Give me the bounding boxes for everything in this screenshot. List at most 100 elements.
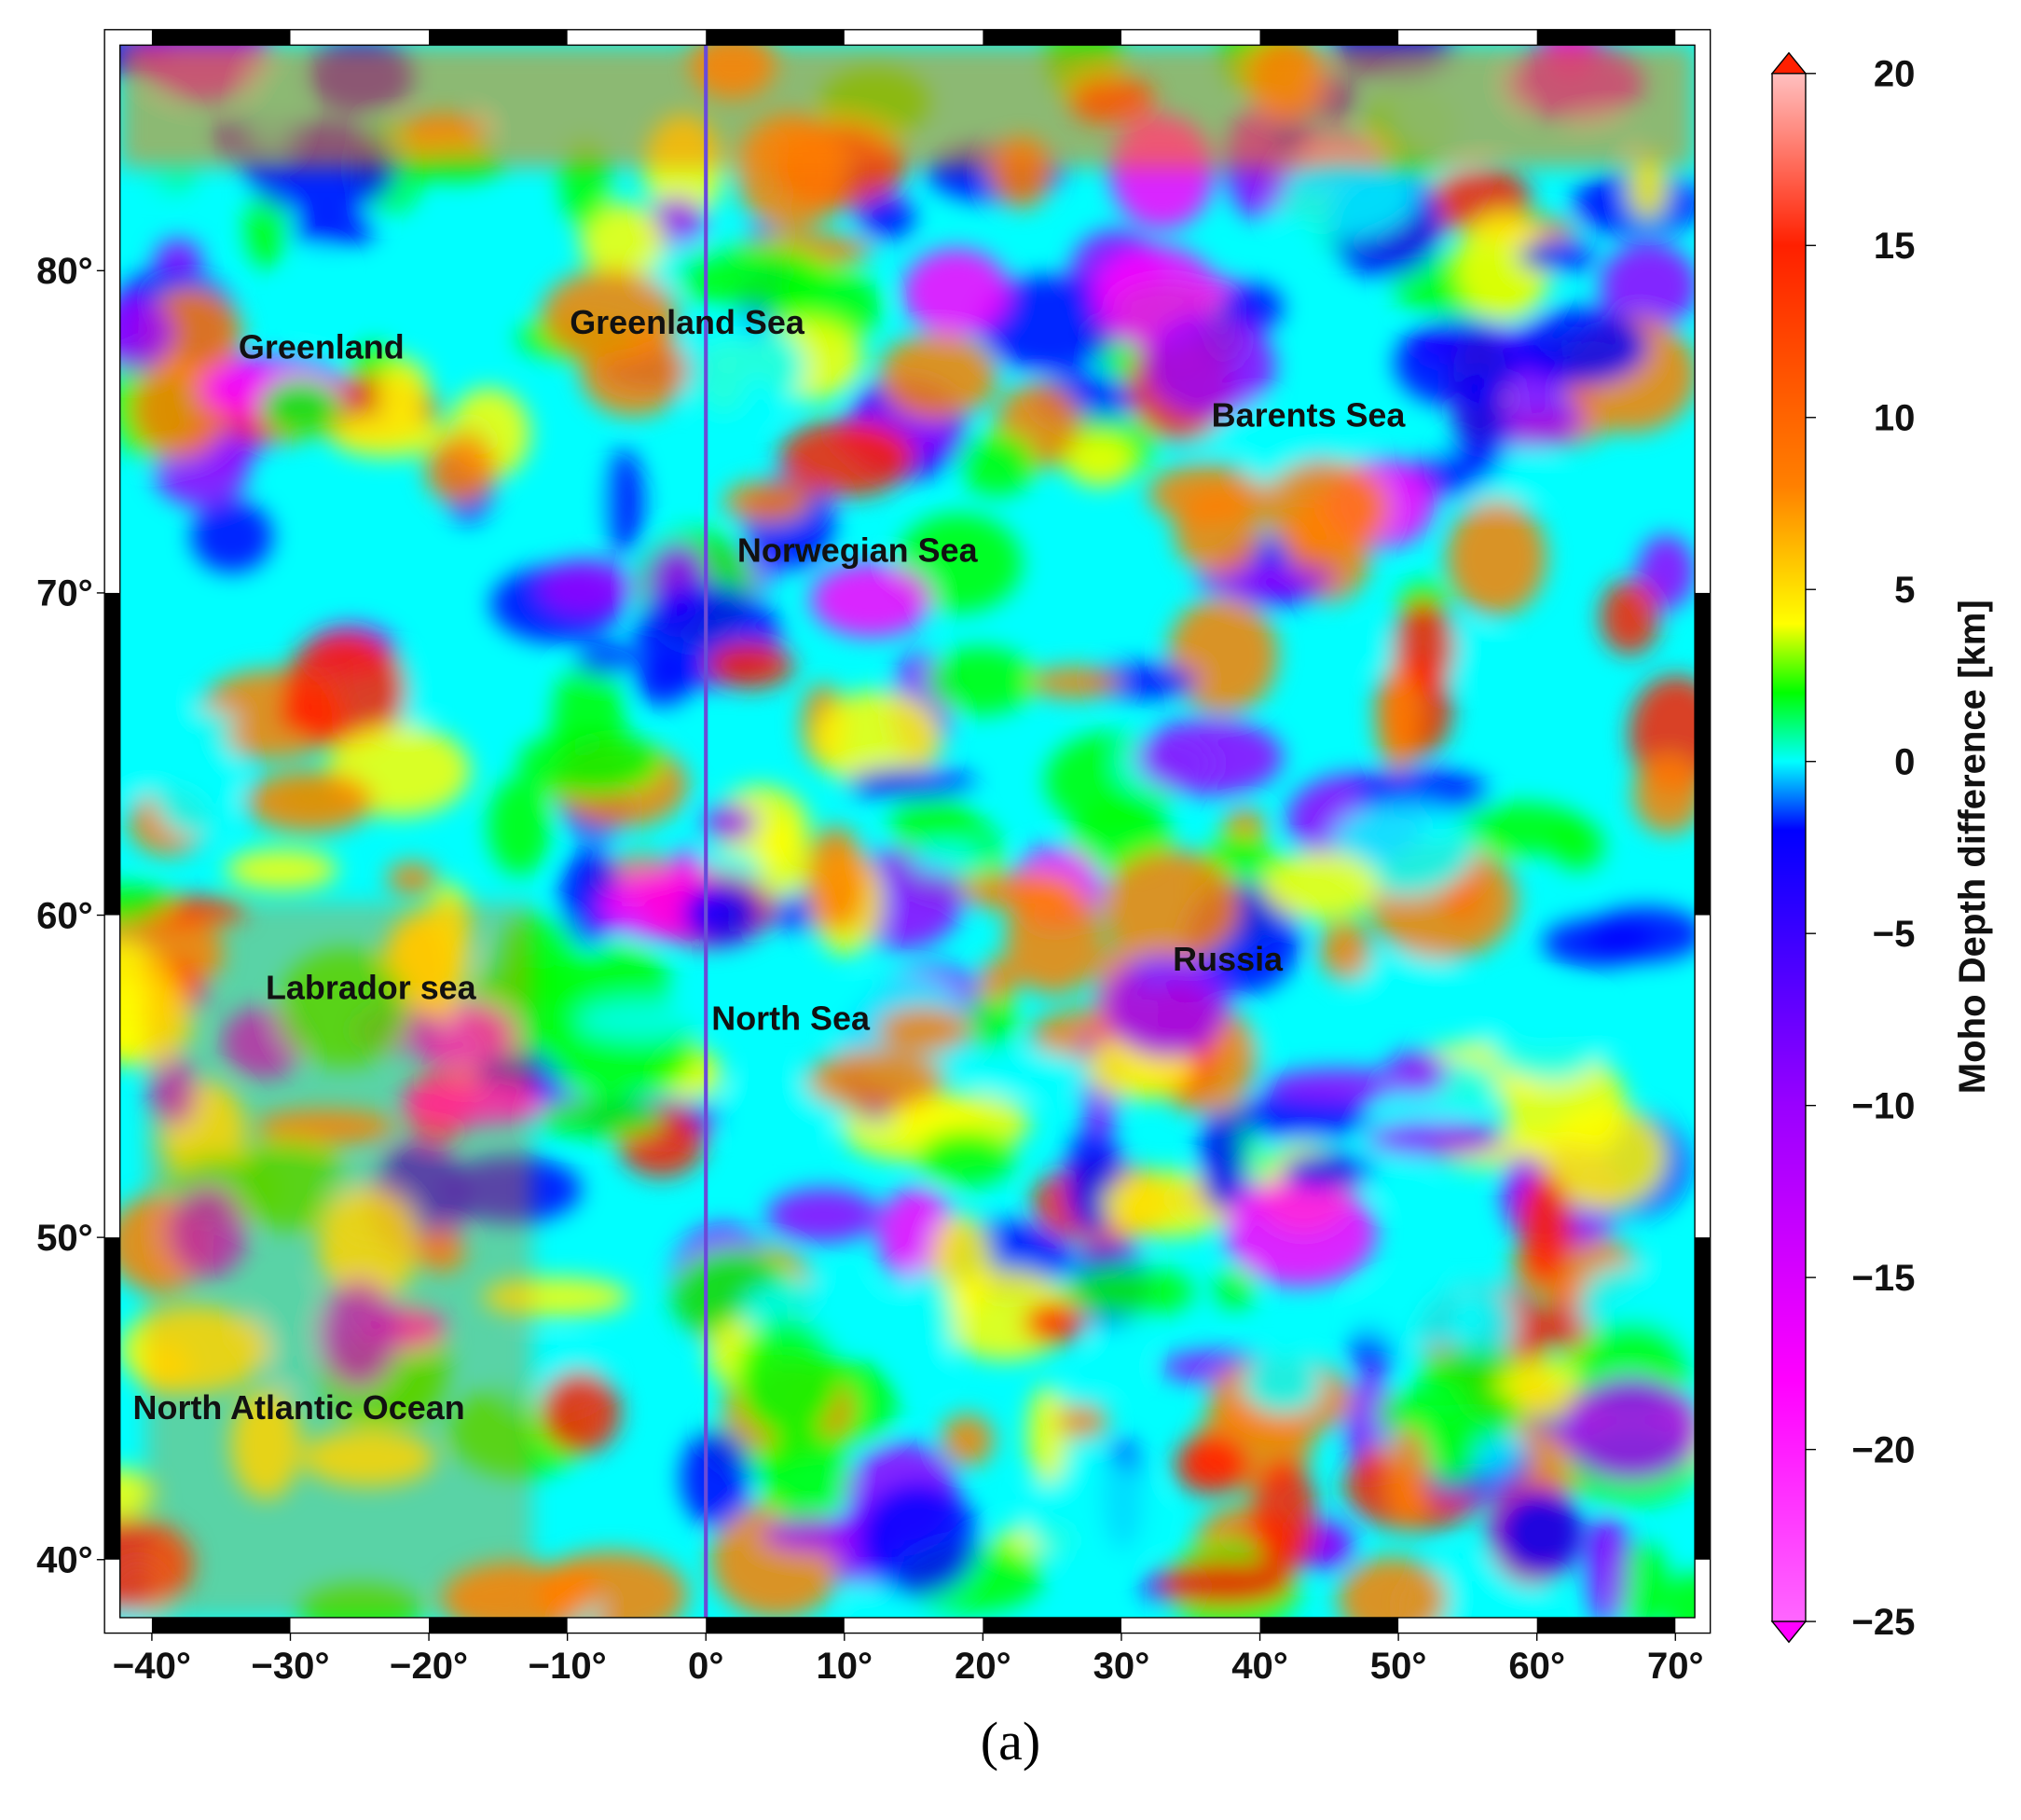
texture-blob [1168, 596, 1278, 715]
texture-blob [804, 826, 866, 931]
texture-blob [858, 1482, 979, 1596]
texture-blob [978, 958, 1019, 1001]
texture-blob [1146, 313, 1276, 419]
texture-blob [295, 251, 340, 326]
texture-blob [376, 357, 430, 421]
texture-blob [386, 862, 437, 895]
x-tick-label: 50° [1370, 1646, 1427, 1687]
texture-blob [1543, 1104, 1668, 1209]
texture-blob [1338, 1556, 1448, 1618]
place-label: Barents Sea [1212, 396, 1407, 434]
frame-segment [151, 1617, 291, 1634]
texture-blob [1261, 460, 1389, 557]
arctic-band [119, 45, 1696, 168]
texture-blob [1136, 718, 1284, 796]
texture-blob [1393, 599, 1455, 695]
atlantic-zone [145, 902, 533, 1618]
texture-blob [1383, 1050, 1448, 1096]
place-label: Greenland Sea [570, 303, 805, 341]
texture-blob [927, 646, 1035, 715]
x-tick-label: 20° [955, 1646, 1011, 1687]
colorbar-tick-label: 20 [1874, 54, 1916, 95]
y-tick-label: 60° [36, 895, 93, 936]
texture-blob [1005, 885, 1104, 995]
x-tick-label: 30° [1093, 1646, 1150, 1687]
texture-blob [1454, 802, 1588, 856]
texture-blob [1387, 1426, 1429, 1528]
texture-blob [916, 1129, 1015, 1187]
texture-blob [516, 729, 664, 797]
texture-blob [680, 1428, 751, 1527]
y-tick-label: 40° [36, 1540, 93, 1581]
texture-blob [1065, 433, 1135, 487]
map-overlay: −40° −30° −20° −10° 0° 10° 20° 30° 40° 50° 60° 70° 4… [36, 29, 1916, 1687]
texture-blob [119, 295, 174, 372]
texture-blob [1269, 154, 1417, 241]
texture-blob [1511, 307, 1648, 385]
texture-blob [1616, 1541, 1669, 1618]
texture-blob [876, 1006, 969, 1053]
texture-blob [1057, 1404, 1109, 1439]
texture-blob [1155, 1560, 1293, 1607]
texture-blob [1174, 487, 1262, 576]
colorbar-tick-label: −5 [1873, 914, 1916, 955]
frame-segment [1536, 1617, 1676, 1634]
texture-blob [577, 1000, 703, 1039]
y-tick-label: 80° [36, 251, 93, 292]
texture-blob [537, 558, 637, 616]
texture-blob [810, 562, 933, 638]
x-tick-label: 40° [1231, 1646, 1288, 1687]
texture-blob [535, 1098, 664, 1138]
colorbar-extend-bottom [1770, 1620, 1808, 1644]
texture-blob [1022, 1456, 1158, 1568]
colorbar-tick-label: −25 [1851, 1602, 1915, 1643]
texture-blob [878, 332, 998, 421]
texture-blob [1029, 667, 1122, 699]
colorbar-tick-label: 10 [1874, 398, 1916, 439]
texture-blob [128, 706, 236, 738]
texture-blob [1632, 755, 1696, 834]
x-tick-label: 70° [1647, 1646, 1704, 1687]
texture-blob [682, 883, 761, 945]
texture-blob [539, 1371, 622, 1455]
colorbar-tick-label: 15 [1874, 226, 1916, 267]
texture-blob [259, 379, 341, 437]
x-tick-label: −20° [390, 1646, 468, 1687]
texture-blob [1560, 1376, 1696, 1482]
texture-blob [959, 432, 1036, 496]
texture-blob [1495, 1490, 1585, 1576]
frame-segment [706, 1617, 845, 1634]
texture-blob [1519, 239, 1596, 272]
colorbar-tick-label: −10 [1851, 1085, 1915, 1126]
colorbar [1771, 73, 1807, 1622]
texture-blob [488, 777, 552, 876]
texture-blob [908, 840, 981, 876]
texture-blob [1101, 849, 1240, 964]
colorbar-tick-label: −15 [1851, 1258, 1915, 1299]
texture-blob [1215, 1267, 1255, 1310]
frame-segment [429, 29, 568, 46]
texture-blob [1599, 242, 1696, 331]
texture-blob [1281, 1152, 1376, 1189]
texture-blob [575, 642, 637, 675]
texture-blob [1356, 1283, 1491, 1349]
texture-blob [1306, 1521, 1354, 1569]
texture-blob [1223, 1179, 1377, 1287]
colorbar-tick-label: 5 [1894, 570, 1915, 611]
place-label: Russia [1173, 940, 1284, 978]
texture-blob [1065, 1265, 1195, 1317]
texture-blob [1637, 534, 1696, 610]
place-label: Greenland [239, 327, 405, 365]
texture-blob [806, 1049, 946, 1111]
frame-segment [429, 1617, 568, 1634]
texture-blob [1264, 1068, 1414, 1103]
texture-blob [813, 690, 942, 790]
texture-blob [902, 248, 1010, 337]
texture-blob [329, 412, 447, 458]
frame-segment [1695, 1237, 1711, 1560]
colorbar-title: Moho Depth difference [km] [1952, 600, 1993, 1094]
x-tick-label: 0° [688, 1646, 723, 1687]
texture-blob [1261, 850, 1380, 920]
texture-blob [1319, 920, 1372, 981]
texture-blob [894, 1268, 955, 1382]
